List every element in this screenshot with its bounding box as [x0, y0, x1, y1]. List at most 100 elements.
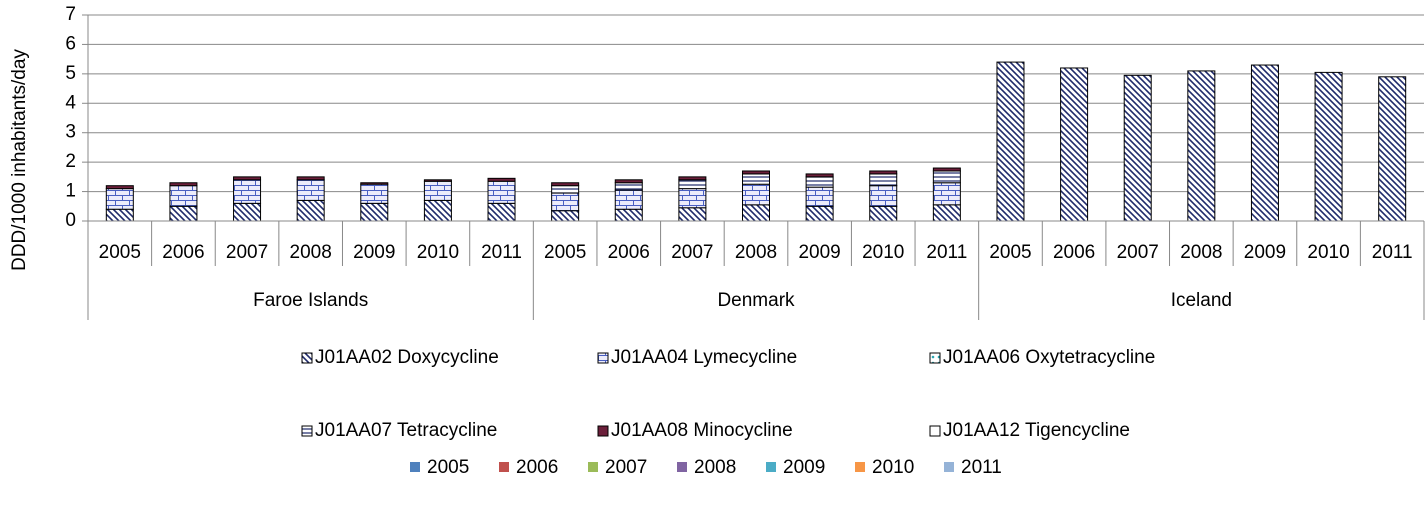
bar-segment — [932, 204, 961, 222]
x-tick-label: 2006 — [1053, 242, 1095, 263]
legend-swatch — [301, 352, 313, 364]
bar-segment — [296, 179, 325, 201]
legend-label: J01AA06 Oxytetracycline — [943, 347, 1155, 368]
group-label: Faroe Islands — [253, 290, 368, 311]
x-tick-label: 2005 — [544, 242, 586, 263]
y-tick-label: 4 — [65, 92, 76, 113]
legend-label: J01AA07 Tetracycline — [315, 420, 497, 441]
x-tick-label: 2007 — [226, 242, 268, 263]
bar-segment — [932, 167, 961, 172]
legend-swatch — [410, 462, 420, 472]
x-tick-label: 2006 — [608, 242, 650, 263]
legend-swatch — [597, 425, 609, 437]
bar-segment — [487, 202, 516, 222]
group-label: Iceland — [1171, 290, 1232, 311]
bar-segment — [1060, 67, 1089, 222]
legend-label: 2005 — [427, 457, 469, 478]
x-tick-label: 2009 — [353, 242, 395, 263]
legend-swatch — [588, 462, 598, 472]
bar-segment — [169, 205, 198, 222]
bar-segment — [105, 185, 134, 190]
legend-swatch — [597, 352, 609, 364]
bar-segment — [360, 202, 389, 222]
y-tick-label: 6 — [65, 33, 76, 54]
bar-segment — [932, 182, 961, 206]
bar-segment — [678, 207, 707, 222]
bar-segment — [869, 205, 898, 222]
x-tick-label: 2007 — [1117, 242, 1159, 263]
bar-segment — [296, 176, 325, 181]
bar-segment — [869, 170, 898, 175]
x-tick-label: 2011 — [481, 242, 522, 263]
y-tick-label: 1 — [65, 181, 76, 202]
bar-segment — [105, 208, 134, 222]
bar-segment — [1250, 64, 1279, 222]
legend-label: J01AA12 Tigencycline — [943, 420, 1130, 441]
bar-segment — [742, 183, 770, 206]
x-tick-label: 2009 — [1244, 242, 1286, 263]
legend-swatch — [766, 462, 776, 472]
legend-label: 2006 — [516, 457, 558, 478]
legend-label: 2011 — [961, 457, 1002, 478]
bar-segment — [678, 179, 707, 190]
x-tick-label: 2011 — [1372, 242, 1413, 263]
x-tick-label: 2010 — [417, 242, 459, 263]
legend-label: J01AA02 Doxycycline — [315, 347, 499, 368]
bar-segment — [1378, 76, 1407, 222]
legend-swatch — [855, 462, 865, 472]
bar-segment — [233, 179, 262, 204]
bar-segment — [805, 173, 834, 178]
bar-segment — [805, 176, 834, 188]
bar-segment — [805, 186, 834, 207]
legend-swatch — [929, 352, 941, 364]
y-axis-label: DDD/1000 inhabitants/day — [9, 49, 30, 271]
y-tick-label: 0 — [65, 210, 76, 231]
bar-segment — [423, 199, 452, 222]
y-tick-label: 5 — [65, 63, 76, 84]
x-tick-label: 2005 — [99, 242, 141, 263]
x-tick-label: 2009 — [798, 242, 840, 263]
legend-swatch — [301, 425, 313, 437]
bar-segment — [614, 189, 643, 210]
bar-segment — [805, 205, 834, 222]
bar-segment — [169, 185, 198, 207]
x-tick-label: 2010 — [1307, 242, 1349, 263]
legend-label: 2008 — [694, 457, 736, 478]
bar-segment — [742, 170, 770, 175]
bar-segment — [614, 182, 643, 191]
bar-segment — [1123, 74, 1152, 222]
bar-segment — [360, 182, 389, 185]
bar-segment — [678, 188, 707, 209]
x-tick-label: 2010 — [862, 242, 904, 263]
bar-segment — [614, 179, 643, 184]
x-tick-label: 2007 — [671, 242, 713, 263]
x-tick-label: 2008 — [1180, 242, 1222, 263]
bar-segment — [487, 180, 516, 204]
bar-segment — [742, 204, 770, 222]
bar-segment — [678, 176, 707, 181]
group-label: Denmark — [717, 290, 795, 311]
bar-segment — [551, 192, 580, 212]
legend-swatch — [944, 462, 954, 472]
y-tick-label: 3 — [65, 122, 76, 143]
bar-segment — [932, 170, 961, 184]
y-tick-label: 7 — [65, 4, 76, 25]
legend-swatch — [929, 425, 941, 437]
bar-segment — [551, 182, 580, 187]
legend-label: J01AA04 Lymecycline — [611, 347, 797, 368]
y-tick-label: 2 — [65, 151, 76, 172]
bar-segment — [487, 177, 516, 182]
bar-segment — [551, 210, 580, 222]
bar-segment — [233, 176, 262, 181]
bar-segment — [869, 173, 898, 187]
bar-segment — [233, 202, 262, 222]
x-tick-label: 2008 — [290, 242, 332, 263]
bar-segment — [296, 199, 325, 222]
bar-segment — [869, 185, 898, 207]
x-tick-label: 2011 — [926, 242, 967, 263]
x-tick-label: 2008 — [735, 242, 777, 263]
legend-label: 2010 — [872, 457, 914, 478]
x-tick-label: 2006 — [162, 242, 204, 263]
legend-swatch — [499, 462, 509, 472]
